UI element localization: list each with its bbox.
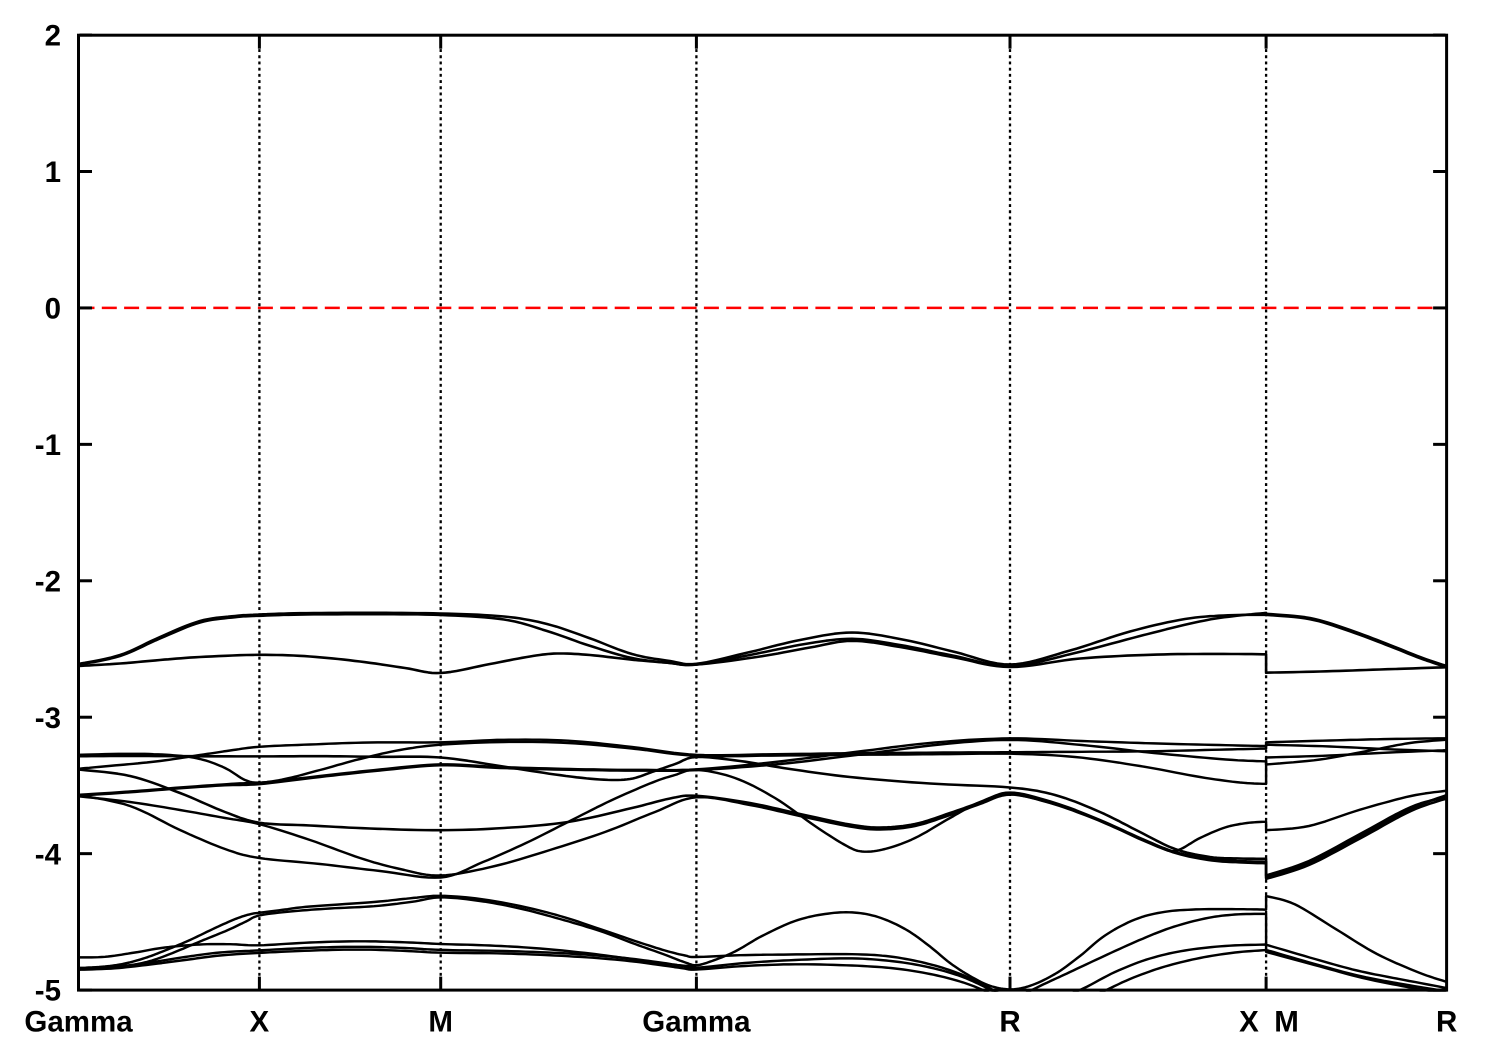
svg-text:-5: -5 — [35, 975, 61, 1008]
svg-text:Gamma: Gamma — [24, 1006, 133, 1039]
svg-text:2: 2 — [45, 20, 61, 53]
svg-text:-3: -3 — [35, 702, 61, 735]
svg-text:1: 1 — [45, 156, 61, 189]
svg-text:M: M — [428, 1006, 453, 1039]
svg-text:R: R — [1436, 1006, 1457, 1039]
svg-text:Gamma: Gamma — [642, 1006, 751, 1039]
svg-text:M: M — [1274, 1006, 1299, 1039]
svg-text:-2: -2 — [35, 565, 61, 598]
svg-text:X: X — [1239, 1006, 1259, 1039]
svg-text:0: 0 — [45, 293, 61, 326]
svg-text:-1: -1 — [35, 429, 61, 462]
svg-text:X: X — [250, 1006, 270, 1039]
svg-text:R: R — [999, 1006, 1020, 1039]
svg-text:-4: -4 — [35, 838, 62, 871]
